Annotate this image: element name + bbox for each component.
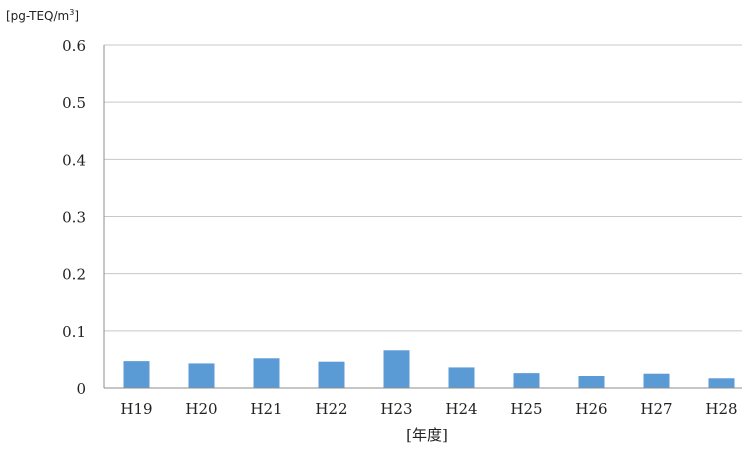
bar — [448, 367, 475, 388]
y-tick-label: 0.4 — [62, 151, 86, 169]
y-tick-label: 0.2 — [62, 266, 86, 284]
x-tick-label: H22 — [315, 400, 347, 418]
x-tick-label: H23 — [380, 400, 412, 418]
bar — [318, 361, 345, 388]
y-tick-label: 0.5 — [62, 94, 86, 112]
bar — [578, 375, 605, 388]
x-tick-label: H27 — [640, 400, 672, 418]
x-tick-label: H28 — [705, 400, 737, 418]
bar — [188, 363, 215, 388]
y-tick-label: 0.1 — [62, 323, 86, 341]
unit-label-text: [pg-TEQ/m — [6, 9, 70, 23]
y-axis-unit-label: [pg-TEQ/m3] — [6, 8, 79, 23]
x-tick-label: H24 — [445, 400, 477, 418]
y-tick-label: 0.6 — [62, 37, 86, 55]
y-tick-label: 0.3 — [62, 209, 86, 227]
x-tick-label: H19 — [120, 400, 152, 418]
bar — [383, 350, 410, 388]
x-tick-label: H21 — [250, 400, 282, 418]
bar — [123, 361, 150, 388]
bar — [643, 373, 670, 388]
y-tick-label: 0 — [76, 380, 86, 398]
unit-label-superscript: 3 — [69, 8, 75, 17]
bar — [708, 378, 735, 388]
x-tick-label: H25 — [510, 400, 542, 418]
bar — [513, 373, 540, 388]
unit-label-closing: ] — [74, 9, 80, 23]
x-tick-label: H20 — [185, 400, 217, 418]
x-tick-label: H26 — [575, 400, 607, 418]
x-axis-title: [年度] — [406, 426, 448, 444]
bar — [253, 358, 280, 388]
